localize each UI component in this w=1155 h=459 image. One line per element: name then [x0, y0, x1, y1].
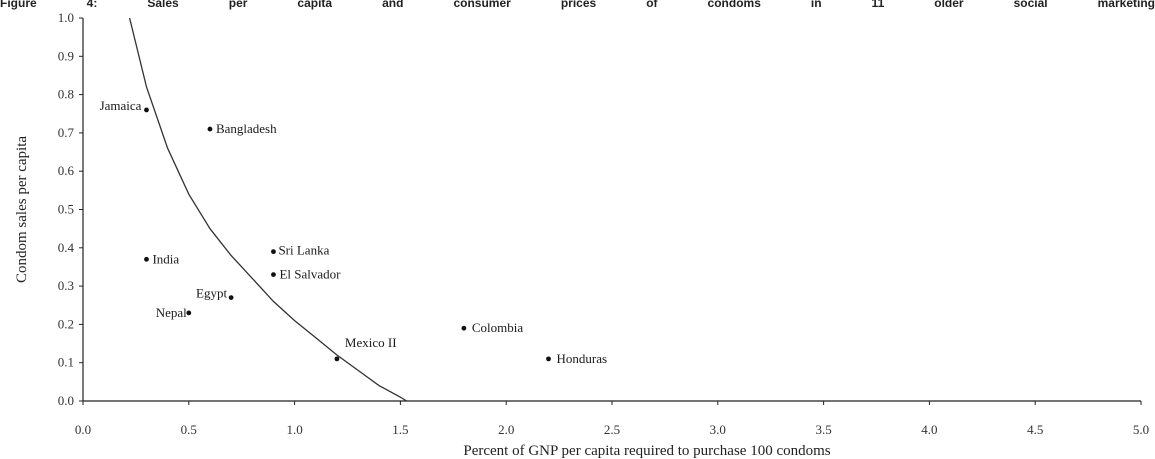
x-tick-label: 4.0	[921, 422, 937, 437]
fitted-curve	[128, 17, 408, 402]
data-point-colombia	[461, 325, 467, 331]
data-point-mexico-ii	[334, 356, 340, 362]
point-label: El Salvador	[279, 267, 341, 282]
y-tick-label: 0.9	[58, 48, 74, 63]
data-point-sri-lanka	[271, 249, 276, 255]
y-tick-label: 0.6	[58, 163, 75, 178]
axes: 0.0 0.5 1.0 1.5 2.0 2.5 3.0 3.5 4.0 4.5 5.0 0.0 0.1 0…	[58, 10, 1149, 437]
point-label: Honduras	[557, 351, 608, 366]
data-point-honduras	[546, 356, 551, 362]
y-axis-title: Condom sales per capita	[14, 136, 30, 283]
y-tick-label: 0.5	[58, 202, 74, 217]
x-tick-label: 1.0	[286, 422, 302, 437]
point-label: Bangladesh	[216, 121, 277, 136]
points-layer: Jamaica Bangladesh India Sri Lanka El Salvad…	[100, 98, 607, 366]
y-tick-label: 0.4	[58, 240, 75, 255]
x-tick-label: 3.5	[815, 422, 831, 437]
x-tick-label: 1.5	[392, 422, 408, 437]
y-tick-label: 0.2	[58, 316, 74, 331]
x-tick-label: 0.5	[181, 422, 197, 437]
y-tick-label: 1.0	[58, 10, 74, 25]
x-tick-label: 2.0	[498, 422, 514, 437]
figure-caption: Figure 4: Sales per capita and consumer …	[0, 0, 1155, 10]
x-tick-label: 5.0	[1133, 422, 1149, 437]
point-label: Egypt	[196, 286, 227, 301]
point-label: Nepal	[156, 305, 187, 320]
y-tick-label: 0.7	[58, 125, 75, 140]
point-label: Jamaica	[100, 98, 142, 113]
y-tick-label: 0.1	[58, 355, 74, 370]
data-point-bangladesh	[207, 126, 213, 132]
data-point-india	[144, 256, 149, 262]
point-label: Colombia	[472, 320, 524, 335]
x-tick-label: 4.5	[1027, 422, 1043, 437]
data-point-jamaica	[144, 107, 149, 113]
point-label: Mexico II	[345, 335, 397, 350]
x-tick-label: 2.5	[604, 422, 620, 437]
y-tick-label: 0.3	[58, 278, 74, 293]
x-axis-title: Percent of GNP per capita required to pu…	[463, 443, 830, 459]
curve-layer	[128, 17, 408, 402]
data-point-egypt	[228, 295, 234, 300]
data-point-el-salvador	[271, 272, 276, 278]
y-tick-label: 0.0	[58, 393, 74, 408]
point-label: India	[152, 251, 179, 266]
x-tick-label: 3.0	[710, 422, 726, 437]
data-point-nepal	[186, 310, 192, 316]
point-label: Sri Lanka	[278, 243, 329, 258]
x-tick-label: 0.0	[75, 422, 91, 437]
y-tick-label: 0.8	[58, 87, 74, 102]
